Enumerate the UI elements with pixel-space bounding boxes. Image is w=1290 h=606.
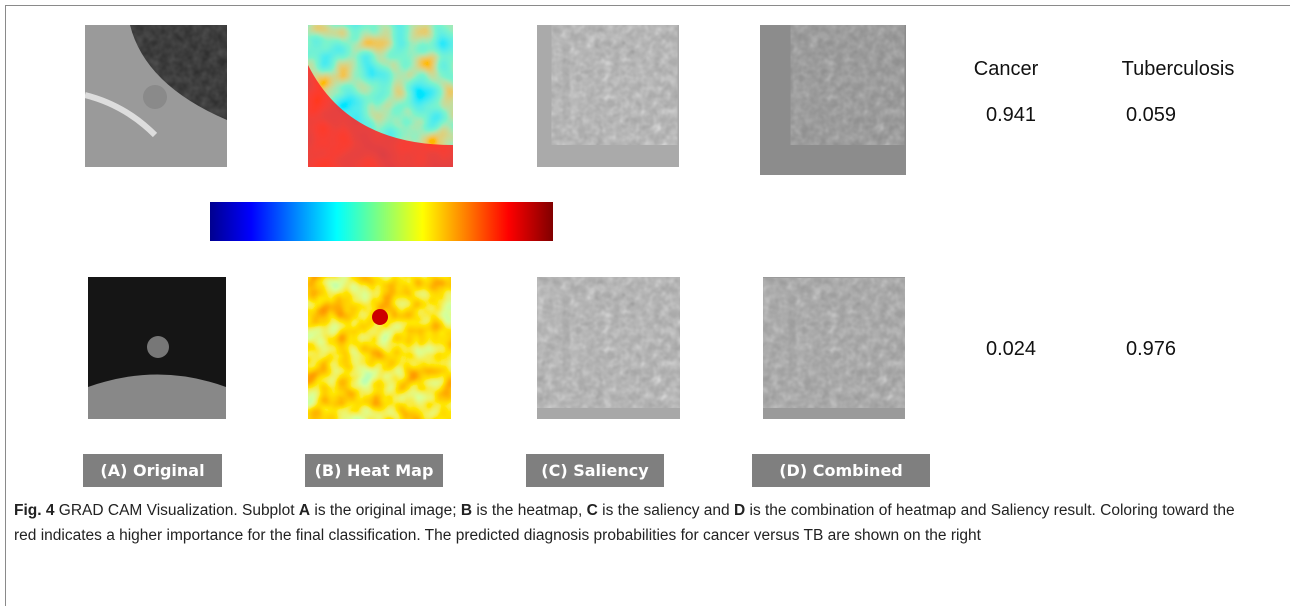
colorbar <box>210 202 553 241</box>
probability: 0.059 <box>1126 104 1176 127</box>
panel-label: (B) Heat Map <box>305 454 443 487</box>
original-image <box>85 25 227 167</box>
caption-label: Fig. 4 <box>14 502 54 519</box>
heatmap-image <box>308 25 453 167</box>
column-header: Tuberculosis <box>1122 58 1235 81</box>
original-image <box>88 277 226 419</box>
caption: Fig. 4 GRAD CAM Visualization. Subplot A… <box>14 498 1244 548</box>
panel-label: (A) Original <box>83 454 222 487</box>
caption-text: is the saliency and <box>598 502 734 519</box>
combined-image <box>763 277 905 419</box>
caption-text: C <box>587 502 598 519</box>
caption-text: is the original image; <box>310 502 461 519</box>
caption-text: B <box>461 502 472 519</box>
combined-image <box>760 25 906 175</box>
heatmap-image <box>308 277 451 419</box>
page: (A) Original (B) Heat Map (C) Saliency (… <box>0 0 1290 584</box>
caption-text: D <box>734 502 745 519</box>
saliency-image <box>537 25 679 167</box>
caption-text: is the heatmap, <box>472 502 587 519</box>
probability: 0.024 <box>986 338 1036 361</box>
caption-text: A <box>299 502 310 519</box>
probability: 0.976 <box>1126 338 1176 361</box>
caption-text: GRAD CAM Visualization. Subplot <box>54 502 298 519</box>
saliency-image <box>537 277 680 419</box>
probability: 0.941 <box>986 104 1036 127</box>
panel-label: (C) Saliency <box>526 454 664 487</box>
column-header: Cancer <box>974 58 1038 81</box>
panel-label: (D) Combined <box>752 454 930 487</box>
